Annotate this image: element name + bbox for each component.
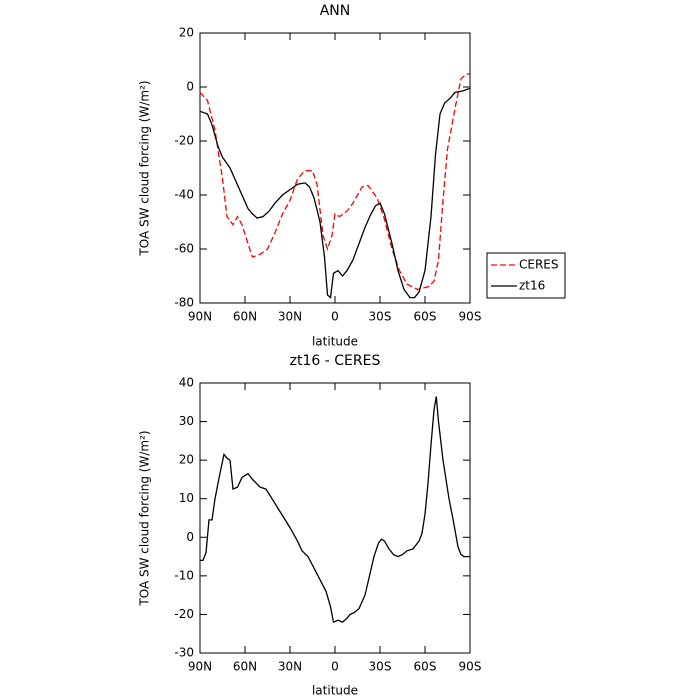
legend-label: CERES [519, 258, 559, 272]
plot-frame [199, 32, 471, 304]
x-axis-label: latitude [312, 684, 358, 698]
x-tick-label: 60S [414, 660, 437, 674]
x-tick-label: 0 [331, 310, 339, 324]
y-tick-label: -20 [174, 607, 194, 621]
y-tick-label: 10 [179, 491, 194, 505]
y-tick-label: -60 [174, 242, 194, 256]
y-tick-label: 40 [179, 376, 194, 390]
y-tick-label: -20 [174, 134, 194, 148]
y-tick-label: 0 [186, 80, 194, 94]
y-tick-label: 20 [179, 453, 194, 467]
x-tick-label: 0 [331, 660, 339, 674]
data-line [200, 396, 470, 624]
y-axis-label: TOA SW cloud forcing (W/m²) [138, 80, 152, 256]
y-tick-label: 30 [179, 414, 194, 428]
x-tick-label: 60S [414, 310, 437, 324]
legend-box [486, 252, 566, 299]
x-tick-label: 90S [459, 310, 482, 324]
x-tick-label: 30N [278, 310, 302, 324]
x-tick-label: 60N [233, 310, 257, 324]
y-tick-label: 20 [179, 26, 194, 40]
x-tick-label: 90N [188, 310, 212, 324]
plot-frame [199, 382, 471, 654]
x-tick-label: 30S [369, 310, 392, 324]
data-line [199, 87, 471, 299]
x-tick-label: 30S [369, 660, 392, 674]
y-tick-label: -10 [174, 568, 194, 582]
data-line [199, 72, 471, 291]
y-tick-label: -80 [174, 296, 194, 310]
x-tick-label: 90S [459, 660, 482, 674]
y-axis-label: TOA SW cloud forcing (W/m²) [138, 430, 152, 606]
y-tick-label: -40 [174, 188, 194, 202]
chart-title: ANN [320, 3, 351, 19]
legend-label: zt16 [519, 279, 545, 293]
y-tick-label: -30 [174, 646, 194, 660]
y-tick-label: 0 [186, 530, 194, 544]
x-tick-label: 30N [278, 660, 302, 674]
x-axis-label: latitude [312, 335, 358, 349]
x-tick-label: 90N [188, 660, 212, 674]
chart-title: zt16 - CERES [290, 353, 381, 369]
x-tick-label: 60N [233, 660, 257, 674]
